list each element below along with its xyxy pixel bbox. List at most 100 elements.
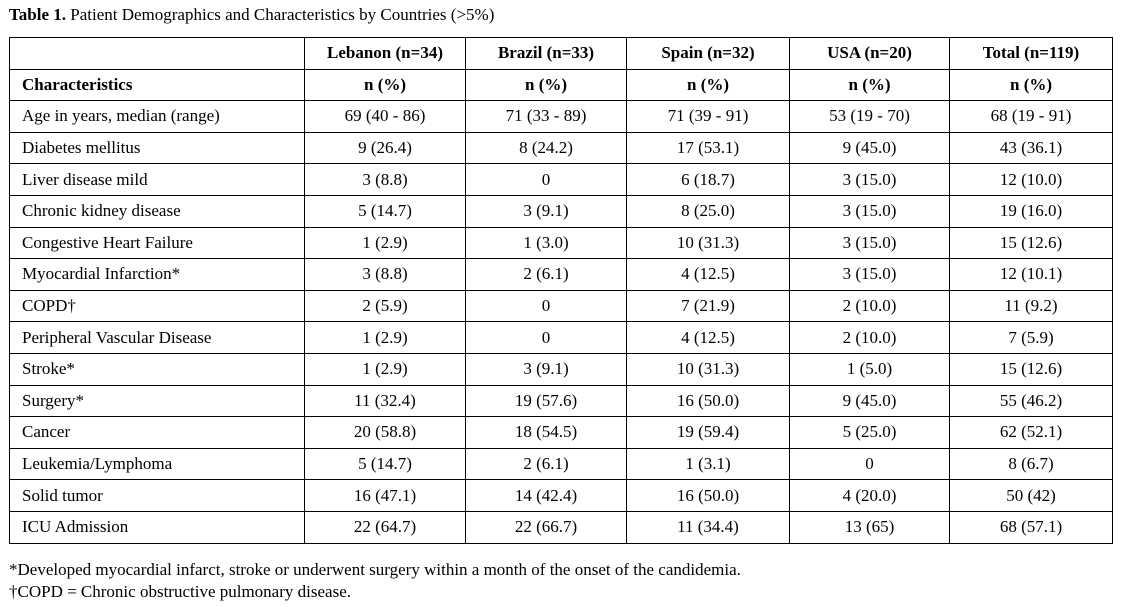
table-cell: 4 (20.0) bbox=[789, 479, 950, 512]
table-row: Leukemia/Lymphoma 5 (14.7) 2 (6.1) 1 (3.1) 0… bbox=[9, 447, 1113, 481]
table-cell: 1 (2.9) bbox=[304, 226, 466, 260]
table-cell: 9 (45.0) bbox=[789, 131, 950, 165]
subheader-cell: n (%) bbox=[626, 68, 790, 102]
table-cell: 0 bbox=[789, 447, 950, 481]
table-cell: 3 (15.0) bbox=[789, 194, 950, 228]
demographics-table: Lebanon (n=34) Brazil (n=33) Spain (n=32… bbox=[9, 37, 1113, 544]
table-row: Solid tumor 16 (47.1) 14 (42.4) 16 (50.0) 4 … bbox=[9, 479, 1113, 512]
country-header-row: Lebanon (n=34) Brazil (n=33) Spain (n=32… bbox=[9, 37, 1113, 70]
table-row: COPD† 2 (5.9) 0 7 (21.9) 2 (10.0) 11 (9.2) bbox=[9, 289, 1113, 323]
row-label: Surgery* bbox=[9, 384, 305, 418]
row-label: Peripheral Vascular Disease bbox=[9, 321, 305, 354]
table-row: Peripheral Vascular Disease 1 (2.9) 0 4 (12… bbox=[9, 321, 1113, 354]
table-cell: 8 (24.2) bbox=[465, 131, 627, 165]
table-row: Chronic kidney disease 5 (14.7) 3 (9.1) 8 (… bbox=[9, 194, 1113, 228]
table-cell: 3 (15.0) bbox=[789, 163, 950, 196]
row-label: COPD† bbox=[9, 289, 305, 323]
table-cell: 7 (21.9) bbox=[626, 289, 790, 323]
table-cell: 11 (34.4) bbox=[626, 510, 790, 544]
table-cell: 69 (40 - 86) bbox=[304, 100, 466, 133]
table-cell: 22 (64.7) bbox=[304, 510, 466, 544]
header-cell-lebanon: Lebanon (n=34) bbox=[304, 37, 466, 70]
table-cell: 71 (33 - 89) bbox=[465, 100, 627, 133]
table-cell: 16 (50.0) bbox=[626, 384, 790, 418]
table-cell: 16 (50.0) bbox=[626, 479, 790, 512]
table-cell: 4 (12.5) bbox=[626, 321, 790, 354]
table-cell: 2 (6.1) bbox=[465, 258, 627, 291]
table-row: ICU Admission 22 (64.7) 22 (66.7) 11 (34.4)… bbox=[9, 510, 1113, 544]
table-cell: 5 (14.7) bbox=[304, 447, 466, 481]
table-cell: 53 (19 - 70) bbox=[789, 100, 950, 133]
table-cell: 20 (58.8) bbox=[304, 416, 466, 449]
table-row: Age in years, median (range) 69 (40 - 86)… bbox=[9, 100, 1113, 133]
table-row: Cancer 20 (58.8) 18 (54.5) 19 (59.4) 5 (25.0… bbox=[9, 416, 1113, 449]
table-cell: 1 (3.0) bbox=[465, 226, 627, 260]
table-row: Liver disease mild 3 (8.8) 0 6 (18.7) 3 (15.… bbox=[9, 163, 1113, 196]
table-cell: 9 (26.4) bbox=[304, 131, 466, 165]
row-label: Cancer bbox=[9, 416, 305, 449]
table-row: Diabetes mellitus 9 (26.4) 8 (24.2) 17 (53.… bbox=[9, 131, 1113, 165]
table-cell: 13 (65) bbox=[789, 510, 950, 544]
row-label: Solid tumor bbox=[9, 479, 305, 512]
table-row: Surgery* 11 (32.4) 19 (57.6) 16 (50.0) 9 (45… bbox=[9, 384, 1113, 418]
table-cell: 16 (47.1) bbox=[304, 479, 466, 512]
table-cell: 68 (57.1) bbox=[949, 510, 1113, 544]
footnote-asterisk: *Developed myocardial infarct, stroke or… bbox=[9, 560, 741, 579]
subheader-cell: n (%) bbox=[949, 68, 1113, 102]
header-cell-usa: USA (n=20) bbox=[789, 37, 950, 70]
table-cell: 0 bbox=[465, 163, 627, 196]
table-caption: Table 1. Patient Demographics and Charac… bbox=[9, 4, 494, 26]
row-label: Chronic kidney disease bbox=[9, 194, 305, 228]
table-cell: 8 (6.7) bbox=[949, 447, 1113, 481]
header-cell-total: Total (n=119) bbox=[949, 37, 1113, 70]
table-cell: 1 (3.1) bbox=[626, 447, 790, 481]
table-cell: 10 (31.3) bbox=[626, 352, 790, 386]
table-body: Age in years, median (range) 69 (40 - 86)… bbox=[9, 100, 1113, 544]
table-cell: 2 (10.0) bbox=[789, 321, 950, 354]
subheader-row: Characteristics n (%) n (%) n (%) n (%) … bbox=[9, 68, 1113, 102]
footnotes: *Developed myocardial infarct, stroke or… bbox=[9, 559, 741, 603]
subheader-cell: n (%) bbox=[789, 68, 950, 102]
table-cell: 5 (14.7) bbox=[304, 194, 466, 228]
table-cell: 8 (25.0) bbox=[626, 194, 790, 228]
table-cell: 3 (8.8) bbox=[304, 258, 466, 291]
row-label: Age in years, median (range) bbox=[9, 100, 305, 133]
row-label: Congestive Heart Failure bbox=[9, 226, 305, 260]
table-cell: 22 (66.7) bbox=[465, 510, 627, 544]
caption-text: Patient Demographics and Characteristics… bbox=[66, 5, 495, 24]
subheader-cell: n (%) bbox=[465, 68, 627, 102]
row-label: Diabetes mellitus bbox=[9, 131, 305, 165]
table-cell: 10 (31.3) bbox=[626, 226, 790, 260]
table-cell: 1 (2.9) bbox=[304, 352, 466, 386]
table-cell: 11 (9.2) bbox=[949, 289, 1113, 323]
table-cell: 18 (54.5) bbox=[465, 416, 627, 449]
row-label: Leukemia/Lymphoma bbox=[9, 447, 305, 481]
table-cell: 2 (10.0) bbox=[789, 289, 950, 323]
table-cell: 19 (57.6) bbox=[465, 384, 627, 418]
table-cell: 17 (53.1) bbox=[626, 131, 790, 165]
table-cell: 3 (8.8) bbox=[304, 163, 466, 196]
table-cell: 14 (42.4) bbox=[465, 479, 627, 512]
table-cell: 5 (25.0) bbox=[789, 416, 950, 449]
table-cell: 62 (52.1) bbox=[949, 416, 1113, 449]
caption-label: Table 1. bbox=[9, 5, 67, 24]
table-cell: 7 (5.9) bbox=[949, 321, 1113, 354]
table-cell: 19 (16.0) bbox=[949, 194, 1113, 228]
header-cell-spain: Spain (n=32) bbox=[626, 37, 790, 70]
table-cell: 3 (15.0) bbox=[789, 226, 950, 260]
table-cell: 4 (12.5) bbox=[626, 258, 790, 291]
table-cell: 55 (46.2) bbox=[949, 384, 1113, 418]
subheader-cell: n (%) bbox=[304, 68, 466, 102]
table-cell: 3 (9.1) bbox=[465, 352, 627, 386]
table-cell: 71 (39 - 91) bbox=[626, 100, 790, 133]
table-cell: 3 (9.1) bbox=[465, 194, 627, 228]
row-label: Myocardial Infarction* bbox=[9, 258, 305, 291]
table-cell: 0 bbox=[465, 289, 627, 323]
table-cell: 15 (12.6) bbox=[949, 226, 1113, 260]
row-label: Liver disease mild bbox=[9, 163, 305, 196]
table-cell: 9 (45.0) bbox=[789, 384, 950, 418]
header-cell-brazil: Brazil (n=33) bbox=[465, 37, 627, 70]
table-cell: 50 (42) bbox=[949, 479, 1113, 512]
row-label: Stroke* bbox=[9, 352, 305, 386]
table-cell: 68 (19 - 91) bbox=[949, 100, 1113, 133]
